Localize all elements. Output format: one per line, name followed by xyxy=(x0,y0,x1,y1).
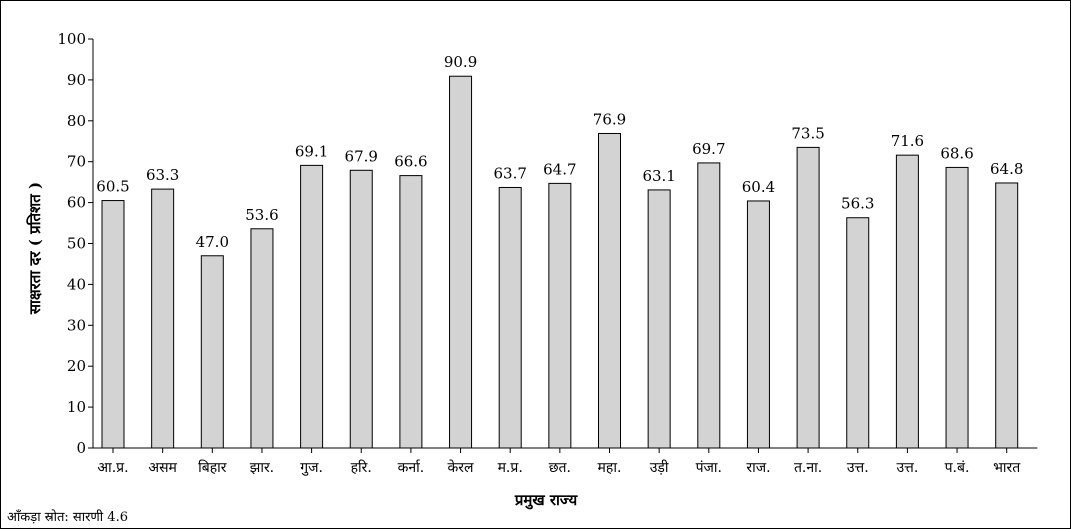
category-label: कर्ना. xyxy=(398,459,425,476)
y-tick-label: 50 xyxy=(67,235,86,253)
y-tick-label: 30 xyxy=(67,316,86,334)
data-label: 64.7 xyxy=(543,160,576,178)
bar xyxy=(200,255,224,449)
category-label: बिहार xyxy=(198,459,227,476)
y-tick-label: 90 xyxy=(67,71,86,89)
bar xyxy=(846,217,870,449)
bar xyxy=(151,188,175,449)
source-note: आँकड़ा स्रोत: सारणी 4.6 xyxy=(7,510,128,525)
bar xyxy=(399,175,423,449)
category-label: उत्त. xyxy=(897,460,919,476)
category-label: असम xyxy=(148,460,177,476)
category-label: त.ना. xyxy=(794,460,822,476)
y-tick-label: 100 xyxy=(57,30,86,48)
category-label: उड़ी xyxy=(650,459,669,476)
category-label: उत्त. xyxy=(847,460,869,476)
bar xyxy=(796,146,820,449)
category-label: झार. xyxy=(250,460,274,476)
category-label: छत. xyxy=(549,460,571,476)
data-label: 68.6 xyxy=(940,144,973,162)
bar xyxy=(945,166,969,449)
data-label: 67.9 xyxy=(345,147,378,165)
bar xyxy=(995,182,1019,449)
category-label: हरि. xyxy=(351,459,372,476)
bar xyxy=(598,132,621,449)
data-labels: 60.5 63.3 47.0 53.6 69.1 67.9 66.6 90.9 63.7 64.7… xyxy=(96,53,1023,251)
data-label: 47.0 xyxy=(196,233,229,251)
y-tick-label: 60 xyxy=(67,194,86,212)
y-tick-label: 10 xyxy=(67,398,86,416)
data-label: 64.8 xyxy=(990,160,1023,178)
data-label: 66.6 xyxy=(394,153,427,171)
data-label: 73.5 xyxy=(791,124,824,142)
category-label: पंजा. xyxy=(696,460,722,476)
bar xyxy=(498,186,522,449)
data-label: 53.6 xyxy=(245,206,278,224)
bar xyxy=(250,228,274,449)
category-label: गुज. xyxy=(300,460,323,476)
y-axis-title: साक्षरता दर ( प्रतिशत ) xyxy=(26,182,44,315)
category-label: भारत xyxy=(993,460,1021,476)
bar xyxy=(548,182,572,449)
y-tick-label: 40 xyxy=(67,275,86,293)
data-label: 90.9 xyxy=(444,53,477,71)
bar xyxy=(746,200,770,449)
data-label: 63.3 xyxy=(146,166,179,184)
category-label: प.बं. xyxy=(945,460,970,476)
category-label: केरल xyxy=(448,459,474,476)
data-label: 71.6 xyxy=(891,132,924,150)
bar xyxy=(449,75,473,449)
x-axis-title: प्रमुख राज्य xyxy=(514,491,579,510)
bar xyxy=(349,169,373,449)
bar xyxy=(697,162,721,449)
data-label: 60.5 xyxy=(96,178,129,196)
y-tick-label: 70 xyxy=(67,153,86,171)
data-label: 63.7 xyxy=(493,164,526,182)
data-label: 63.1 xyxy=(642,167,675,185)
y-tick-label: 0 xyxy=(76,439,86,457)
bar xyxy=(895,154,919,449)
category-label: महा. xyxy=(598,460,622,476)
data-label: 69.7 xyxy=(692,140,725,158)
data-label: 76.9 xyxy=(593,110,626,128)
category-label: आ.प्र. xyxy=(97,460,128,476)
data-label: 69.1 xyxy=(295,142,328,160)
y-tick-label: 80 xyxy=(67,112,86,130)
y-axis-ticks: 0 10 20 30 40 50 60 70 80 90 100 xyxy=(57,30,93,457)
data-label: 56.3 xyxy=(841,195,874,213)
category-label: म.प्र. xyxy=(498,460,523,476)
bar xyxy=(300,164,324,449)
bar xyxy=(101,200,125,449)
category-label: राज. xyxy=(746,460,770,476)
y-tick-label: 20 xyxy=(67,357,86,375)
bar xyxy=(647,189,671,449)
bars xyxy=(101,75,1019,453)
category-labels: आ.प्र. असम बिहार झार. गुज. हरि. कर्ना. केरल म.प्… xyxy=(97,459,1021,476)
data-label: 60.4 xyxy=(742,178,775,196)
